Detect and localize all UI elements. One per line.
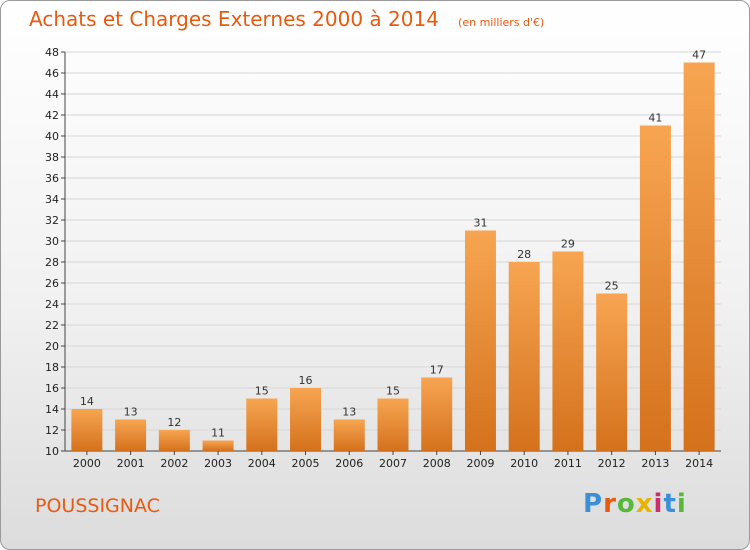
- y-tick-label: 14: [45, 403, 59, 416]
- y-tick-label: 28: [45, 256, 59, 269]
- x-tick-label: 2006: [335, 457, 363, 470]
- value-label: 25: [605, 280, 619, 293]
- y-tick-label: 40: [45, 130, 59, 143]
- proxiti-logo[interactable]: Proxiti: [583, 489, 687, 519]
- value-label: 28: [517, 248, 531, 261]
- x-tick-label: 2011: [554, 457, 582, 470]
- value-label: 13: [124, 406, 138, 419]
- bar-2011: [552, 251, 584, 451]
- x-tick-label: 2002: [160, 457, 188, 470]
- y-tick-label: 24: [45, 298, 59, 311]
- x-tick-label: 2004: [248, 457, 276, 470]
- title-row: Achats et Charges Externes 2000 à 2014 (…: [29, 7, 544, 31]
- y-tick-label: 44: [45, 88, 59, 101]
- bars: 14 13 12 11 15 16 13 15 17 31 28 29 25 41 47: [71, 49, 715, 451]
- x-tick-label: 2001: [117, 457, 145, 470]
- town-name: POUSSIGNAC: [35, 495, 160, 517]
- value-label: 17: [430, 364, 444, 377]
- y-tick-label: 38: [45, 151, 59, 164]
- bar-2001: [115, 419, 147, 451]
- value-label: 29: [561, 238, 575, 251]
- bar-2007: [377, 398, 409, 451]
- value-label: 47: [692, 49, 706, 62]
- chart-unit: (en milliers d'€): [458, 16, 545, 29]
- bar-2002: [158, 430, 190, 451]
- x-tick-label: 2005: [292, 457, 320, 470]
- y-tick-label: 32: [45, 214, 59, 227]
- value-label: 31: [473, 217, 487, 230]
- y-tick-label: 12: [45, 424, 59, 437]
- logo-letter: i: [653, 489, 664, 519]
- x-tick-label: 2014: [685, 457, 713, 470]
- y-tick-label: 26: [45, 277, 59, 290]
- y-tick-label: 22: [45, 319, 59, 332]
- value-label: 11: [211, 427, 225, 440]
- bar-2009: [464, 230, 496, 451]
- x-tick-label: 2010: [510, 457, 538, 470]
- x-tick-label: 2008: [423, 457, 451, 470]
- value-label: 14: [80, 395, 94, 408]
- y-tick-label: 48: [45, 46, 59, 59]
- bar-2006: [333, 419, 365, 451]
- y-tick-label: 34: [45, 193, 59, 206]
- y-tick-label: 30: [45, 235, 59, 248]
- x-tick-label: 2009: [466, 457, 494, 470]
- y-tick-label: 20: [45, 340, 59, 353]
- value-label: 13: [342, 406, 356, 419]
- value-label: 15: [386, 385, 400, 398]
- bar-2013: [639, 125, 671, 451]
- y-tick-label: 46: [45, 67, 59, 80]
- x-tick-label: 2003: [204, 457, 232, 470]
- x-tick-label: 2000: [73, 457, 101, 470]
- bar-2005: [290, 388, 322, 451]
- logo-letter: o: [616, 489, 636, 519]
- x-tick-label: 2013: [641, 457, 669, 470]
- y-tick-label: 42: [45, 109, 59, 122]
- y-tick-label: 16: [45, 382, 59, 395]
- logo-letter: P: [583, 489, 604, 519]
- bar-2012: [596, 293, 628, 451]
- logo-letter: i: [676, 489, 687, 519]
- bar-2010: [508, 262, 540, 451]
- bar-2008: [421, 377, 453, 451]
- y-tick-label: 36: [45, 172, 59, 185]
- x-tick-label: 2012: [598, 457, 626, 470]
- bar-2014: [683, 62, 715, 451]
- value-label: 12: [167, 416, 181, 429]
- logo-letter: t: [663, 489, 677, 519]
- bar-2000: [71, 409, 103, 451]
- y-tick-label: 18: [45, 361, 59, 374]
- value-label: 16: [299, 374, 313, 387]
- y-tick-label: 10: [45, 445, 59, 458]
- value-label: 41: [648, 112, 662, 125]
- bar-2004: [246, 398, 278, 451]
- logo-letter: r: [603, 489, 617, 519]
- logo-letter: x: [635, 489, 654, 519]
- value-label: 15: [255, 385, 269, 398]
- chart-title: Achats et Charges Externes 2000 à 2014: [29, 7, 439, 31]
- x-tick-label: 2007: [379, 457, 407, 470]
- bar-2003: [202, 440, 234, 451]
